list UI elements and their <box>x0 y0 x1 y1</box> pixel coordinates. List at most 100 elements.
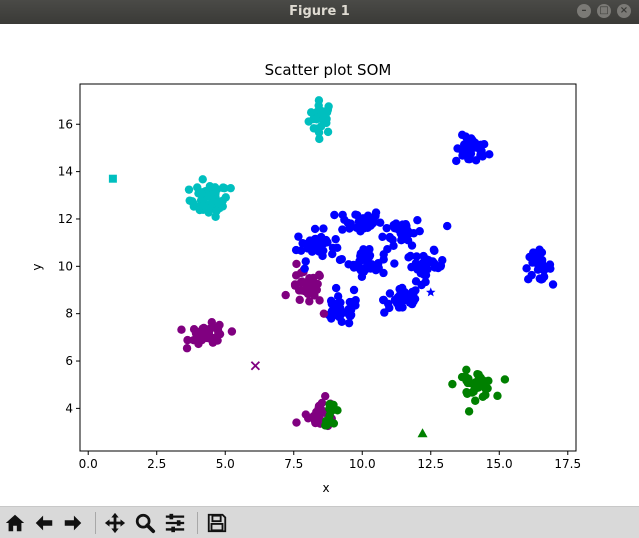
y-tick-label: 12 <box>58 212 73 226</box>
y-tick-label: 4 <box>65 401 73 415</box>
data-point <box>307 247 317 256</box>
x-marker <box>250 361 261 371</box>
data-point <box>356 249 366 258</box>
data-point <box>305 297 314 306</box>
data-point <box>321 235 331 245</box>
data-point <box>292 259 301 269</box>
close-icon: × <box>619 5 629 16</box>
data-point <box>524 274 533 284</box>
data-point <box>315 134 324 144</box>
data-point <box>208 338 218 347</box>
data-point <box>321 391 330 401</box>
data-point <box>315 240 325 249</box>
data-point <box>407 262 416 272</box>
data-point <box>458 151 467 160</box>
x-tick-label: 7.5 <box>284 457 303 471</box>
data-point <box>390 259 399 268</box>
data-point <box>378 295 388 305</box>
y-tick-label: 10 <box>58 259 73 273</box>
data-point <box>468 136 477 145</box>
configure-subplots-button[interactable] <box>162 510 188 536</box>
data-point <box>198 175 207 184</box>
data-point <box>345 224 354 233</box>
data-point <box>197 189 206 198</box>
data-point <box>205 182 215 191</box>
data-point <box>302 239 311 249</box>
data-point <box>315 271 324 281</box>
data-point <box>301 257 310 266</box>
data-point <box>403 226 412 236</box>
data-point <box>462 143 472 152</box>
data-point <box>379 255 388 264</box>
data-point <box>500 375 510 384</box>
maximize-button[interactable]: □ <box>597 4 611 18</box>
data-point <box>463 378 473 388</box>
minimize-button[interactable]: – <box>577 4 591 18</box>
home-button[interactable] <box>2 510 28 536</box>
sliders-icon <box>165 513 185 533</box>
data-point <box>319 246 328 255</box>
data-point <box>204 329 214 338</box>
data-point <box>349 285 359 295</box>
data-point <box>401 219 410 229</box>
data-point <box>464 407 474 416</box>
data-point <box>291 245 301 255</box>
y-axis-label: y <box>30 263 44 270</box>
scatter-plot: Scatter plot SOM x y 0.0 2.5 5.0 7.5 10.0 12.… <box>30 61 581 495</box>
data-point <box>312 115 321 124</box>
data-point <box>177 325 186 334</box>
data-point <box>212 206 221 216</box>
data-point <box>325 404 334 413</box>
floppy-icon <box>207 513 227 533</box>
data-point <box>367 260 376 269</box>
data-point <box>183 335 192 345</box>
data-point <box>295 295 304 305</box>
data-point <box>352 223 361 232</box>
data-point <box>537 255 547 265</box>
data-point <box>312 285 322 295</box>
data-point <box>292 418 301 427</box>
data-point <box>389 241 398 251</box>
data-point <box>215 329 225 339</box>
data-point <box>457 130 467 140</box>
data-point <box>327 307 336 316</box>
data-point <box>226 183 235 193</box>
data-point <box>319 309 329 318</box>
data-point <box>204 208 213 217</box>
data-point <box>529 254 539 264</box>
x-axis-label: x <box>322 481 329 495</box>
data-point <box>413 215 422 225</box>
arrow-right-icon <box>64 515 82 531</box>
data-point <box>338 225 347 234</box>
data-point <box>194 339 203 349</box>
data-point <box>294 286 304 295</box>
move-icon <box>104 512 126 534</box>
pan-button[interactable] <box>102 510 128 536</box>
x-tick-label: 10.0 <box>349 457 376 471</box>
save-button[interactable] <box>204 510 230 536</box>
data-point <box>301 286 311 295</box>
data-point <box>328 249 337 259</box>
data-point <box>331 299 341 309</box>
zoom-button[interactable] <box>132 510 158 536</box>
close-button[interactable]: × <box>617 4 631 18</box>
data-point <box>539 266 549 275</box>
forward-button[interactable] <box>60 510 86 536</box>
data-point <box>436 261 446 270</box>
data-point <box>485 150 494 159</box>
data-point <box>328 243 338 253</box>
x-tick-label: 17.5 <box>554 457 581 471</box>
toolbar-separator <box>197 512 198 534</box>
zoom-icon <box>135 513 156 534</box>
data-point <box>419 251 428 261</box>
data-point <box>319 107 328 116</box>
data-point <box>312 407 321 417</box>
navigation-toolbar <box>0 506 639 538</box>
data-point <box>378 232 387 241</box>
figure-canvas[interactable]: Scatter plot SOM x y 0.0 2.5 5.0 7.5 10.0 12.… <box>0 24 639 506</box>
back-button[interactable] <box>31 510 57 536</box>
data-point <box>357 215 366 225</box>
data-point <box>331 283 341 293</box>
square-marker <box>108 174 117 183</box>
data-point <box>537 275 546 284</box>
